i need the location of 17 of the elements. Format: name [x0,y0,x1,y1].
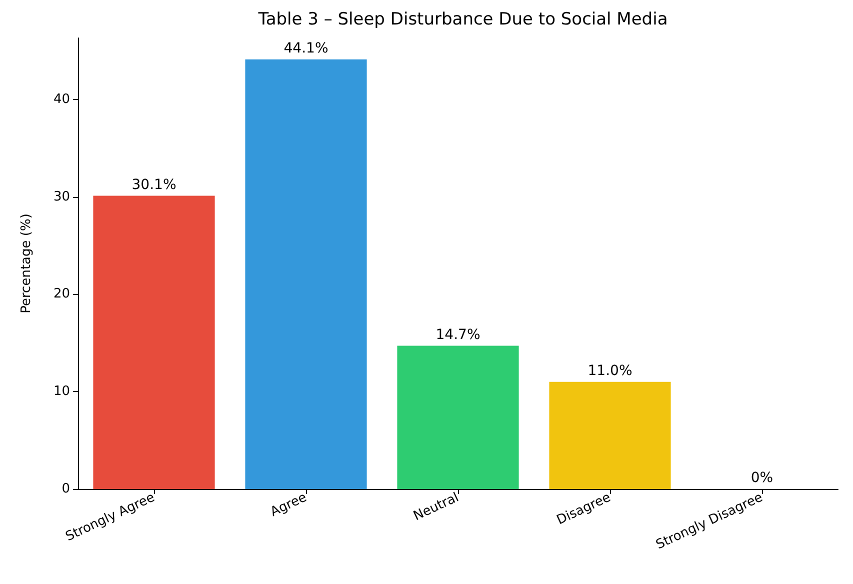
y-tick-label: 30 [53,189,70,204]
bar [397,346,519,489]
data-label: 0% [750,470,774,486]
data-label: 14.7% [436,326,480,343]
bar [245,59,367,489]
x-tick-label: Agree [268,490,310,520]
y-tick-label: 0 [62,482,70,496]
y-tick-label: 20 [53,286,70,302]
data-label: 30.1% [132,176,176,193]
y-tick-label: 40 [53,92,70,107]
data-label: 44.1% [284,40,328,56]
chart-title: Table 3 – Sleep Disturbance Due to Social Media [257,10,668,30]
bar [549,382,671,489]
y-axis-title: Percentage (%) [19,214,34,314]
bar [93,196,215,489]
data-label: 11.0% [588,362,632,379]
y-tick-label: 10 [53,384,70,400]
